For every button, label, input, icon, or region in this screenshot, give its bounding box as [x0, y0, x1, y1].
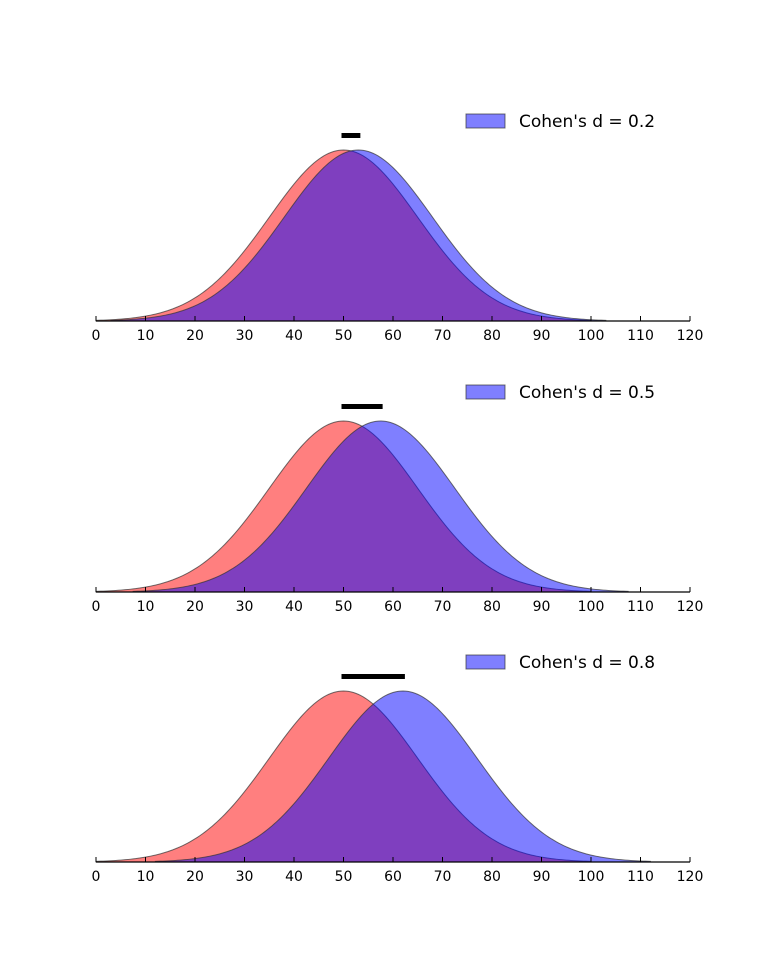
x-tick-label: 100	[578, 869, 605, 885]
x-tick-label: 100	[578, 328, 605, 344]
legend-label: Cohen's d = 0.8	[519, 653, 655, 673]
x-tick-label: 60	[384, 599, 402, 615]
legend-swatch	[465, 384, 506, 400]
x-tick-label: 110	[627, 599, 654, 615]
treatment-distribution-area	[154, 690, 651, 863]
x-tick-label: 50	[335, 599, 353, 615]
subplot-2: 0 10 20 30 40 50 60 70 80 90 100 110 120 Cohen's d = …	[92, 383, 704, 615]
x-tick-label: 50	[335, 328, 353, 344]
mean-difference-bar	[341, 133, 361, 138]
legend-label: Cohen's d = 0.5	[519, 383, 655, 403]
mean-difference-bar	[341, 674, 405, 679]
legend-label: Cohen's d = 0.2	[519, 112, 655, 132]
legend-swatch	[465, 654, 506, 670]
x-tick-label: 110	[627, 869, 654, 885]
x-tick-label: 50	[335, 869, 353, 885]
x-tick-label: 10	[137, 869, 155, 885]
x-tick-label: 40	[285, 599, 303, 615]
subplot-1: 0 10 20 30 40 50 60 70 80 90 100 110 120 Cohen's d = …	[92, 112, 704, 344]
x-tick-label: 60	[384, 869, 402, 885]
subplot-3: 0 10 20 30 40 50 60 70 80 90 100 110 120 Cohen's d = …	[92, 653, 704, 885]
x-tick-label: 90	[533, 599, 551, 615]
x-tick-label: 80	[483, 599, 501, 615]
mean-difference-bar	[341, 404, 383, 409]
legend-swatch	[465, 113, 506, 129]
x-tick-label: 100	[578, 599, 605, 615]
x-tick-label: 120	[677, 869, 704, 885]
x-tick-label: 70	[434, 599, 452, 615]
x-tick-label: 30	[236, 328, 254, 344]
x-tick-label: 110	[627, 328, 654, 344]
x-tick-label: 20	[186, 599, 204, 615]
x-tick-label: 80	[483, 869, 501, 885]
x-tick-label: 70	[434, 869, 452, 885]
x-tick-label: 70	[434, 328, 452, 344]
x-tick-label: 120	[677, 599, 704, 615]
x-tick-label: 10	[137, 328, 155, 344]
x-tick-label: 0	[92, 328, 101, 344]
x-tick-label: 40	[285, 869, 303, 885]
x-tick-label: 0	[92, 599, 101, 615]
treatment-distribution-area	[132, 420, 629, 593]
x-tick-label: 80	[483, 328, 501, 344]
x-tick-label: 20	[186, 869, 204, 885]
x-tick-label: 30	[236, 599, 254, 615]
x-tick-label: 40	[285, 328, 303, 344]
x-tick-label: 90	[533, 328, 551, 344]
x-tick-label: 90	[533, 869, 551, 885]
x-tick-label: 20	[186, 328, 204, 344]
x-tick-label: 120	[677, 328, 704, 344]
x-tick-label: 0	[92, 869, 101, 885]
x-tick-label: 10	[137, 599, 155, 615]
x-tick-label: 30	[236, 869, 254, 885]
treatment-distribution-area	[110, 149, 607, 322]
x-tick-label: 60	[384, 328, 402, 344]
